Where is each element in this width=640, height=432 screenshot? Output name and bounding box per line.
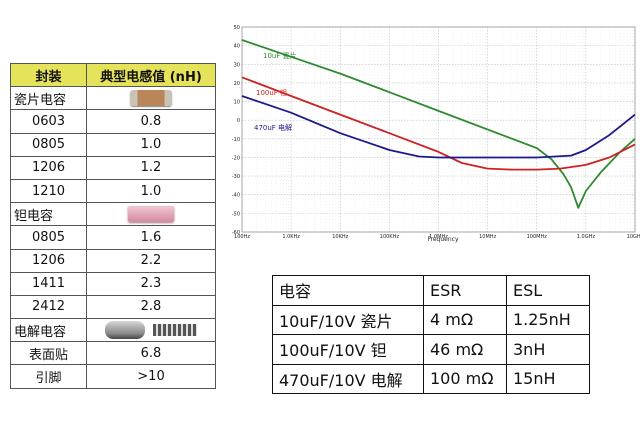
package-size: 1206 [10,248,87,273]
esr-table-header: 电容 ESR ESL [272,275,590,306]
tantalum-chip-image [128,206,174,223]
group-row: 电解电容 [10,318,216,343]
y-tick-label: 0 [237,118,240,124]
y-tick-label: -30 [232,174,240,180]
table-row: 100uF/10V 钽 46 mΩ 3nH [272,334,590,365]
esr-cell: 100 mΩ [423,363,507,394]
x-tick-label: 1.0KHz [282,234,300,240]
chart-series [241,39,636,209]
y-tick-labels: 50 40 30 20 10 0 -10 -20 -30 -40 -50 -60 [232,25,240,236]
group-name: 瓷片电容 [10,86,87,111]
esl-cell: ESL [506,275,590,306]
x-tick-label: 100KHz [380,234,400,240]
y-tick-label: -20 [232,155,240,161]
group-row: 瓷片电容 [10,86,216,111]
group-image-cell [86,318,216,343]
x-tick-label: 10KHz [332,234,348,240]
package-size: 0603 [10,109,87,134]
inductance-value: 1.6 [86,225,216,250]
y-tick-label: -40 [232,193,240,199]
package-size: 引脚 [10,364,87,389]
impedance-chart: 50 40 30 20 10 0 -10 -20 -30 -40 -50 -60 100Hz 1.0KH… [230,22,640,244]
esl-cell: 3nH [506,334,590,365]
inductance-value: 1.2 [86,155,216,180]
group-row: 钽电容 [10,202,216,227]
series-line [241,95,636,159]
x-axis-label: Frequency [428,236,459,243]
table-row: 1210 1.0 [10,178,216,204]
electrolytic-radial-image [153,324,197,337]
group-image-cell [86,86,216,111]
capacitor-cell: 10uF/10V 瓷片 [272,304,424,335]
table-row: 1411 2.3 [10,271,216,296]
x-tick-label: 1.0GHz [577,234,596,240]
esr-esl-table: 电容 ESR ESL 10uF/10V 瓷片 4 mΩ 1.25nH 100uF/10V 钽… [272,275,590,394]
package-size: 0805 [10,225,87,250]
table-row: 引脚 >10 [10,364,216,389]
inductance-value: >10 [86,364,216,389]
electrolytic-can-image [105,321,145,340]
table-row: 0805 1.0 [10,132,216,157]
x-tick-label: 10GHz [627,234,640,240]
group-name: 钽电容 [10,202,87,227]
series-line [241,76,636,171]
package-size: 1210 [10,178,87,204]
capacitor-cell: 470uF/10V 电解 [272,363,424,394]
package-size: 2412 [10,294,87,320]
package-inductance-table: 封装 典型电感值 (nH) 瓷片电容 0603 0.8 0805 1.0 1206 1.2 121… [10,62,216,389]
group-name: 电解电容 [10,318,87,343]
package-size: 表面贴 [10,341,87,366]
y-tick-label: 40 [234,44,240,50]
series-label: 470uF 电解 [254,123,292,132]
table-row: 1206 1.2 [10,155,216,180]
package-table-header: 封装 典型电感值 (nH) [10,62,216,88]
x-tick-label: 1.0MHz [429,234,448,240]
esl-cell: 1.25nH [506,304,590,335]
y-tick-label: 30 [234,62,240,68]
series-line [241,39,636,209]
ceramic-chip-image [130,90,172,107]
x-tick-label: 100MHz [527,234,548,240]
x-tick-label: 100Hz [234,234,250,240]
y-tick-label: 10 [234,100,240,106]
plot-frame [241,26,636,233]
inductance-value: 2.2 [86,248,216,273]
esr-cell: ESR [423,275,507,306]
inductance-value: 2.8 [86,294,216,320]
group-image-cell [86,202,216,227]
inductance-value: 2.3 [86,271,216,296]
esr-cell: 46 mΩ [423,334,507,365]
x-tick-label: 10MHz [479,234,496,240]
package-size: 1206 [10,155,87,180]
inductance-value: 1.0 [86,132,216,157]
x-tick-labels: 100Hz 1.0KHz 10KHz 100KHz 1.0MHz 10MHz 100MHz 1… [234,234,640,240]
table-row: 10uF/10V 瓷片 4 mΩ 1.25nH [272,304,590,335]
header-inductance: 典型电感值 (nH) [86,62,216,88]
capacitor-cell: 100uF/10V 钽 [272,334,424,365]
series-label: 10uF 瓷片 [263,51,297,60]
table-row: 2412 2.8 [10,294,216,320]
y-tick-label: 50 [234,25,240,31]
table-row: 0603 0.8 [10,109,216,134]
capacitor-cell: 电容 [272,275,424,306]
series-label: 100uF 钽 [256,88,287,97]
esl-cell: 15nH [506,363,590,394]
y-tick-label: 20 [234,81,240,87]
esr-cell: 4 mΩ [423,304,507,335]
y-tick-label: -60 [232,230,240,236]
package-size: 1411 [10,271,87,296]
inductance-value: 0.8 [86,109,216,134]
table-row: 1206 2.2 [10,248,216,273]
table-row: 470uF/10V 电解 100 mΩ 15nH [272,363,590,394]
chart-grid [241,26,636,233]
inductance-value: 1.0 [86,178,216,204]
package-size: 0805 [10,132,87,157]
series-labels: 10uF 瓷片 100uF 钽 470uF 电解 [254,51,297,132]
table-row: 0805 1.6 [10,225,216,250]
inductance-value: 6.8 [86,341,216,366]
table-row: 表面贴 6.8 [10,341,216,366]
y-tick-label: -10 [232,137,240,143]
header-package: 封装 [10,62,87,88]
y-tick-label: -50 [232,211,240,217]
